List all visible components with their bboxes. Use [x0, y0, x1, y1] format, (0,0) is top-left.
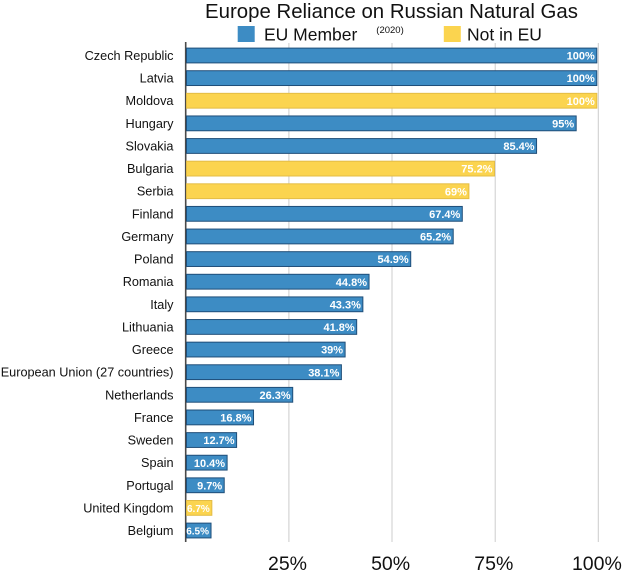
- svg-text:EU Member: EU Member: [264, 25, 358, 45]
- svg-text:67.4%: 67.4%: [429, 209, 460, 221]
- svg-text:65.2%: 65.2%: [420, 232, 451, 244]
- svg-text:9.7%: 9.7%: [197, 480, 222, 492]
- svg-text:100%: 100%: [567, 73, 595, 85]
- svg-text:Greece: Greece: [132, 343, 174, 357]
- svg-text:Lithuania: Lithuania: [122, 320, 174, 334]
- svg-text:38.1%: 38.1%: [308, 367, 339, 379]
- svg-text:85.4%: 85.4%: [503, 141, 534, 153]
- svg-text:Bulgaria: Bulgaria: [127, 162, 174, 176]
- svg-text:Italy: Italy: [150, 298, 174, 312]
- svg-text:Finland: Finland: [132, 207, 174, 221]
- svg-text:44.8%: 44.8%: [336, 277, 367, 289]
- svg-text:Slovakia: Slovakia: [126, 140, 175, 154]
- svg-text:Czech Republic: Czech Republic: [85, 49, 175, 63]
- svg-text:Hungary: Hungary: [126, 117, 175, 131]
- svg-text:Not in EU: Not in EU: [467, 25, 542, 45]
- svg-text:European Union (27 countries): European Union (27 countries): [1, 366, 174, 380]
- svg-text:France: France: [134, 411, 174, 425]
- svg-text:100%: 100%: [567, 96, 595, 108]
- svg-text:16.8%: 16.8%: [220, 413, 251, 425]
- svg-text:75.2%: 75.2%: [461, 164, 492, 176]
- svg-text:Belgium: Belgium: [128, 524, 174, 538]
- svg-text:12.7%: 12.7%: [203, 435, 234, 447]
- svg-text:Spain: Spain: [141, 456, 173, 470]
- svg-text:54.9%: 54.9%: [377, 254, 408, 266]
- svg-text:Sweden: Sweden: [128, 434, 174, 448]
- svg-text:Serbia: Serbia: [137, 185, 175, 199]
- svg-text:43.3%: 43.3%: [330, 299, 361, 311]
- svg-text:6.5%: 6.5%: [186, 527, 209, 538]
- svg-text:Moldova: Moldova: [126, 94, 175, 108]
- svg-text:41.8%: 41.8%: [323, 322, 354, 334]
- svg-text:39%: 39%: [321, 345, 343, 357]
- svg-text:95%: 95%: [552, 119, 574, 131]
- svg-text:10.4%: 10.4%: [194, 458, 225, 470]
- svg-text:Poland: Poland: [134, 253, 174, 267]
- svg-text:Europe Reliance on Russian Nat: Europe Reliance on Russian Natural Gas: [205, 1, 578, 23]
- svg-text:6.7%: 6.7%: [187, 504, 210, 515]
- svg-text:Germany: Germany: [121, 230, 174, 244]
- svg-text:75%: 75%: [474, 553, 513, 574]
- svg-text:United Kingdom: United Kingdom: [83, 501, 173, 515]
- svg-text:Romania: Romania: [123, 275, 175, 289]
- svg-text:100%: 100%: [567, 51, 595, 63]
- svg-text:Latvia: Latvia: [140, 72, 175, 86]
- svg-text:26.3%: 26.3%: [259, 390, 290, 402]
- svg-text:25%: 25%: [268, 553, 307, 574]
- svg-text:100%: 100%: [572, 553, 622, 574]
- svg-text:Netherlands: Netherlands: [105, 388, 173, 402]
- svg-text:Portugal: Portugal: [126, 479, 173, 493]
- svg-text:(2020): (2020): [376, 25, 403, 36]
- svg-text:69%: 69%: [445, 186, 467, 198]
- svg-text:50%: 50%: [371, 553, 410, 574]
